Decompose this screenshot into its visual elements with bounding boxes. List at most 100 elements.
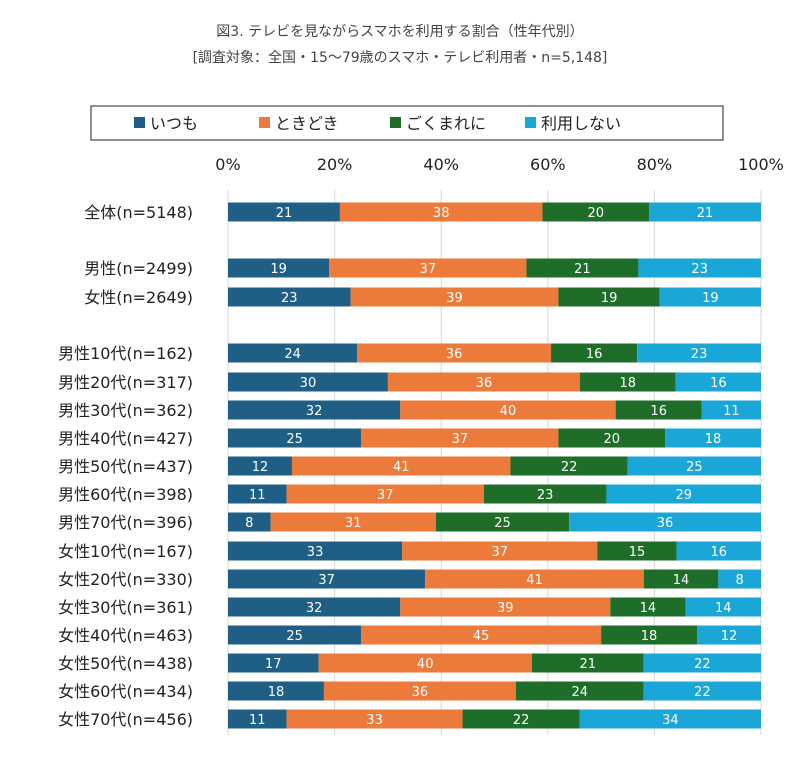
data-label-9-2: 25 [494, 516, 511, 531]
data-label-3-0: 24 [284, 347, 301, 362]
data-label-9-3: 36 [657, 516, 674, 531]
bar-segment-1-1 [329, 258, 527, 278]
bar-segment-14-3 [643, 653, 761, 673]
bar-segment-16-3 [579, 709, 761, 729]
data-label-1-2: 21 [574, 262, 591, 277]
data-label-7-0: 12 [252, 460, 269, 475]
data-label-14-2: 21 [580, 657, 597, 672]
bar-segment-15-0 [228, 681, 324, 701]
data-label-5-0: 32 [306, 404, 323, 419]
bar-segment-7-2 [510, 456, 628, 476]
legend-box [90, 105, 724, 141]
bar-segment-0-1 [339, 202, 543, 222]
bar-segment-7-3 [627, 456, 761, 476]
bar-segment-16-1 [286, 709, 463, 729]
data-label-3-2: 16 [586, 347, 603, 362]
bar-segment-3-2 [551, 343, 638, 363]
data-label-11-0: 37 [318, 573, 335, 588]
bar-segment-13-1 [361, 625, 602, 645]
data-label-10-0: 33 [307, 545, 324, 560]
data-label-12-1: 39 [497, 601, 514, 616]
data-label-16-2: 22 [513, 713, 530, 728]
data-label-1-1: 37 [420, 262, 437, 277]
data-label-8-2: 23 [537, 488, 554, 503]
category-label-1: 男性(n=2499) [84, 259, 193, 278]
bar-segment-12-3 [685, 597, 761, 617]
data-label-14-1: 40 [417, 657, 434, 672]
bar-segment-5-2 [615, 400, 702, 420]
data-label-3-3: 23 [691, 347, 708, 362]
bar-segment-6-0 [228, 428, 362, 448]
data-label-7-1: 41 [393, 460, 410, 475]
category-label-2: 女性(n=2649) [84, 288, 193, 307]
legend-label-1: ときどき [275, 114, 339, 133]
bar-segment-11-3 [718, 569, 761, 589]
bar-segment-15-1 [323, 681, 516, 701]
data-label-13-3: 12 [721, 629, 738, 644]
bar-segment-8-0 [228, 484, 287, 504]
bar-segment-14-0 [228, 653, 319, 673]
data-label-7-2: 22 [561, 460, 578, 475]
data-label-8-0: 11 [249, 488, 266, 503]
legend-label-0: いつも [150, 114, 198, 133]
data-label-5-2: 16 [650, 404, 667, 419]
bar-segment-11-0 [228, 569, 426, 589]
bar-segment-6-3 [665, 428, 761, 448]
data-label-4-0: 30 [300, 376, 317, 391]
bar-segment-2-0 [228, 287, 351, 307]
data-label-13-0: 25 [286, 629, 303, 644]
bar-segment-10-1 [402, 541, 598, 561]
bar-segment-9-3 [569, 512, 761, 532]
bar-segment-10-3 [676, 541, 761, 561]
data-label-6-2: 20 [603, 432, 620, 447]
data-label-12-3: 14 [715, 601, 732, 616]
bar-segment-1-0 [228, 258, 330, 278]
data-label-6-1: 37 [452, 432, 469, 447]
category-label-3: 男性10代(n=162) [58, 344, 193, 363]
bar-segment-11-1 [425, 569, 644, 589]
data-label-15-0: 18 [268, 685, 285, 700]
category-label-14: 女性50代(n=438) [58, 654, 193, 673]
bar-segment-1-2 [526, 258, 639, 278]
bar-segment-4-2 [579, 372, 676, 392]
data-label-8-1: 37 [377, 488, 394, 503]
data-label-4-3: 16 [710, 376, 727, 391]
data-label-2-1: 39 [446, 291, 463, 306]
bar-segment-1-3 [638, 258, 761, 278]
data-label-5-1: 40 [500, 404, 517, 419]
x-tick-label-1: 20% [317, 155, 353, 174]
legend-label-2: ごくまれに [406, 114, 486, 133]
bar-segment-3-0 [228, 343, 358, 363]
category-label-5: 男性30代(n=362) [58, 401, 193, 420]
bar-segment-0-2 [542, 202, 650, 222]
bar-segment-0-3 [649, 202, 761, 222]
legend-swatch-0 [134, 117, 145, 128]
category-label-16: 女性70代(n=456) [58, 710, 193, 729]
data-label-16-1: 33 [366, 713, 383, 728]
bar-segment-3-3 [637, 343, 761, 363]
data-label-12-0: 32 [306, 601, 323, 616]
bar-segment-15-3 [643, 681, 761, 701]
data-label-7-3: 25 [686, 460, 703, 475]
bar-segment-14-1 [318, 653, 532, 673]
bar-segment-10-2 [597, 541, 677, 561]
data-label-2-0: 23 [281, 291, 298, 306]
bar-segment-6-1 [361, 428, 559, 448]
data-label-16-3: 34 [662, 713, 679, 728]
data-label-8-3: 29 [675, 488, 692, 503]
data-label-6-0: 25 [286, 432, 303, 447]
bar-segment-16-0 [228, 709, 287, 729]
category-label-8: 男性60代(n=398) [58, 485, 193, 504]
data-label-15-3: 22 [694, 685, 711, 700]
x-tick-label-5: 100% [738, 155, 784, 174]
data-label-0-3: 21 [697, 206, 714, 221]
legend-swatch-3 [525, 117, 536, 128]
bar-segment-16-2 [462, 709, 580, 729]
bar-segment-10-0 [228, 541, 403, 561]
bar-segment-12-0 [228, 597, 401, 617]
x-tick-label-0: 0% [215, 155, 240, 174]
data-label-2-3: 19 [702, 291, 719, 306]
data-label-13-2: 18 [641, 629, 658, 644]
